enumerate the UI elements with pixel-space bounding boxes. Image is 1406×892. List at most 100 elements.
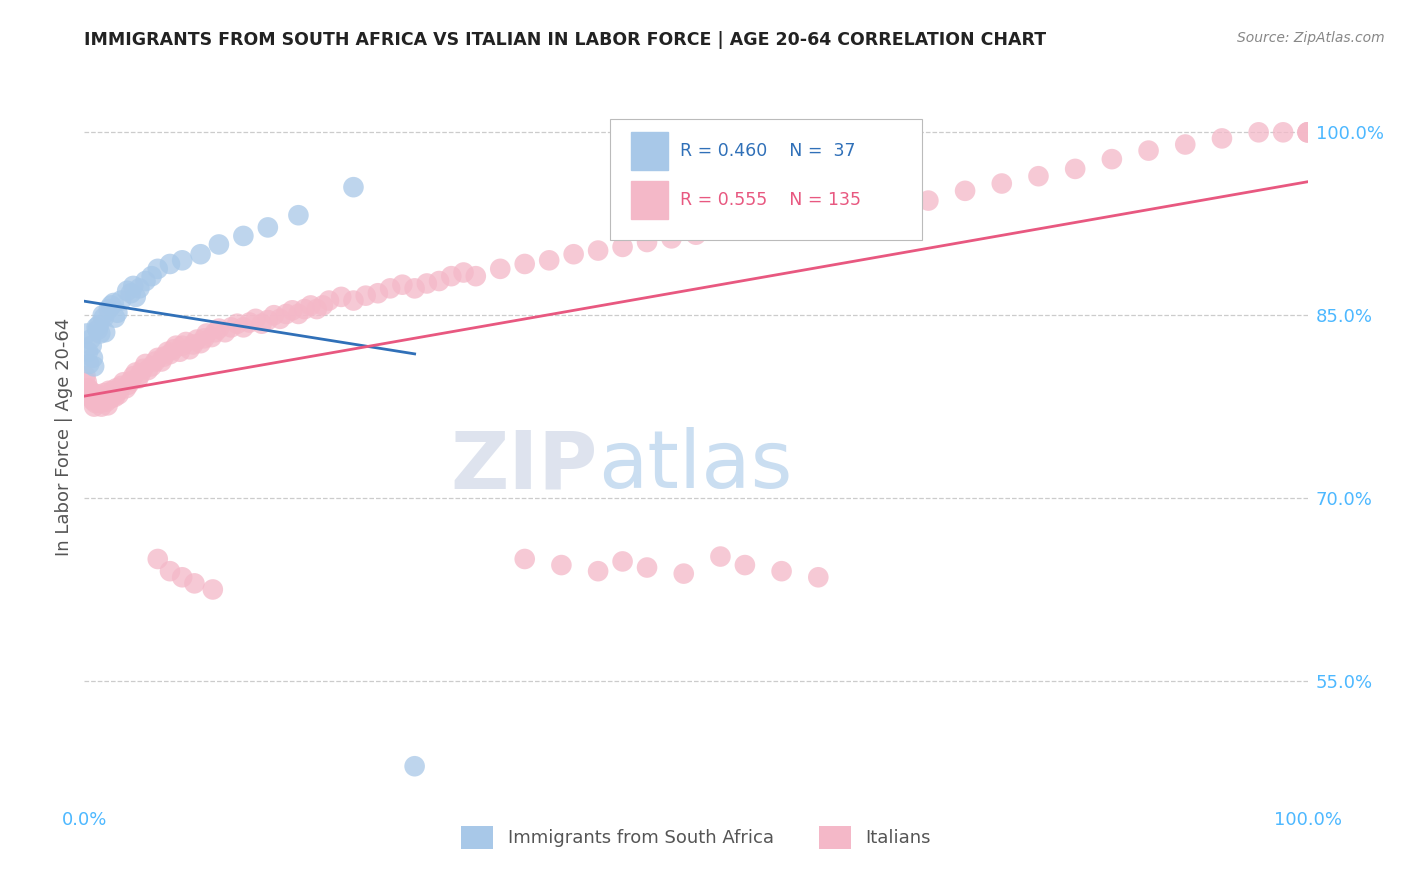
Point	[122, 279, 145, 293]
Point	[342, 180, 364, 194]
Point	[1137, 144, 1160, 158]
Point	[105, 381, 128, 395]
Point	[404, 759, 426, 773]
Point	[783, 213, 806, 227]
Point	[562, 247, 585, 261]
Point	[86, 391, 108, 405]
Point	[91, 308, 114, 322]
Point	[318, 293, 340, 308]
Point	[685, 227, 707, 242]
Point	[135, 357, 157, 371]
Point	[991, 177, 1014, 191]
Point	[1296, 125, 1319, 139]
Point	[79, 384, 101, 398]
Point	[880, 198, 903, 212]
Point	[856, 203, 879, 218]
Text: Source: ZipAtlas.com: Source: ZipAtlas.com	[1237, 31, 1385, 45]
Point	[380, 281, 402, 295]
Point	[83, 400, 105, 414]
Point	[257, 313, 280, 327]
Point	[76, 376, 98, 390]
Point	[200, 330, 222, 344]
Y-axis label: In Labor Force | Age 20-64: In Labor Force | Age 20-64	[55, 318, 73, 557]
Text: ZIP: ZIP	[451, 427, 598, 506]
Point	[169, 344, 191, 359]
Point	[82, 393, 104, 408]
Point	[115, 381, 138, 395]
Point	[807, 570, 830, 584]
Point	[550, 558, 572, 573]
Point	[186, 333, 208, 347]
Point	[146, 552, 169, 566]
Point	[612, 240, 634, 254]
Point	[367, 286, 389, 301]
Point	[1174, 137, 1197, 152]
Text: atlas: atlas	[598, 427, 793, 506]
Point	[1211, 131, 1233, 145]
Point	[83, 359, 105, 374]
Point	[77, 381, 100, 395]
Point	[77, 387, 100, 401]
Point	[453, 266, 475, 280]
Point	[89, 396, 111, 410]
Point	[87, 323, 110, 337]
Point	[232, 229, 254, 244]
Bar	[631, 132, 668, 170]
Point	[117, 377, 139, 392]
Point	[156, 344, 179, 359]
Point	[391, 277, 413, 292]
Point	[159, 564, 181, 578]
Point	[312, 298, 335, 312]
Point	[179, 343, 201, 357]
Point	[79, 333, 101, 347]
Point	[122, 369, 145, 384]
Point	[129, 367, 152, 381]
Point	[153, 350, 176, 364]
Point	[181, 337, 204, 351]
Point	[586, 244, 609, 258]
Point	[416, 277, 439, 291]
Point	[159, 257, 181, 271]
Point	[120, 374, 142, 388]
Point	[636, 560, 658, 574]
Point	[105, 306, 128, 320]
Point	[112, 376, 135, 390]
Point	[100, 298, 122, 312]
Point	[87, 318, 110, 332]
Point	[93, 386, 115, 401]
Point	[104, 310, 127, 325]
Point	[94, 325, 117, 339]
Point	[299, 298, 322, 312]
Point	[440, 269, 463, 284]
Point	[174, 334, 197, 349]
Point	[208, 321, 231, 335]
Point	[586, 564, 609, 578]
Point	[87, 393, 110, 408]
Point	[204, 325, 226, 339]
Point	[257, 220, 280, 235]
Point	[120, 286, 142, 301]
Point	[165, 339, 187, 353]
Point	[636, 235, 658, 249]
Point	[105, 384, 128, 399]
Point	[98, 387, 121, 401]
Point	[136, 363, 159, 377]
Point	[91, 390, 114, 404]
Point	[219, 320, 242, 334]
Point	[953, 184, 976, 198]
Point	[193, 331, 215, 345]
Point	[208, 237, 231, 252]
Point	[661, 231, 683, 245]
Point	[513, 257, 536, 271]
Point	[269, 311, 291, 326]
Point	[709, 549, 731, 564]
Point	[128, 281, 150, 295]
Bar	[631, 181, 668, 219]
Point	[125, 290, 148, 304]
Point	[513, 552, 536, 566]
Point	[612, 554, 634, 568]
Point	[1296, 125, 1319, 139]
Point	[305, 302, 328, 317]
Point	[1101, 152, 1123, 166]
Point	[172, 339, 194, 353]
